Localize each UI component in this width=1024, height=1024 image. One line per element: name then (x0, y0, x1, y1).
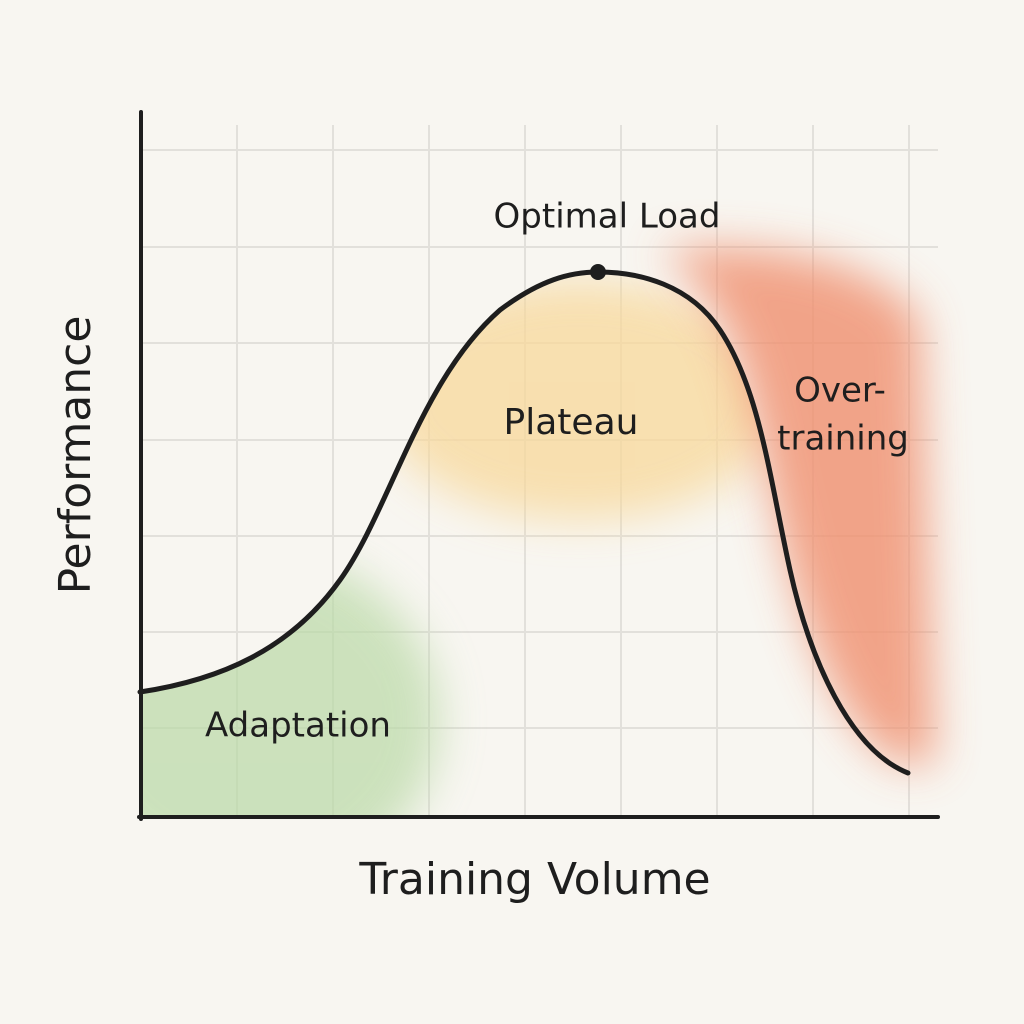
region-label: Plateau (504, 402, 639, 443)
peak-label: Optimal Load (494, 197, 721, 237)
y-axis-label: Performance (50, 316, 101, 595)
region-label: Adaptation (205, 706, 391, 746)
x-axis-label: Training Volume (358, 854, 710, 905)
peak-dot (590, 264, 606, 280)
region-label: training (777, 419, 909, 459)
region-label: Over- (794, 371, 886, 411)
axes (137, 110, 940, 821)
region-shading (140, 247, 935, 817)
